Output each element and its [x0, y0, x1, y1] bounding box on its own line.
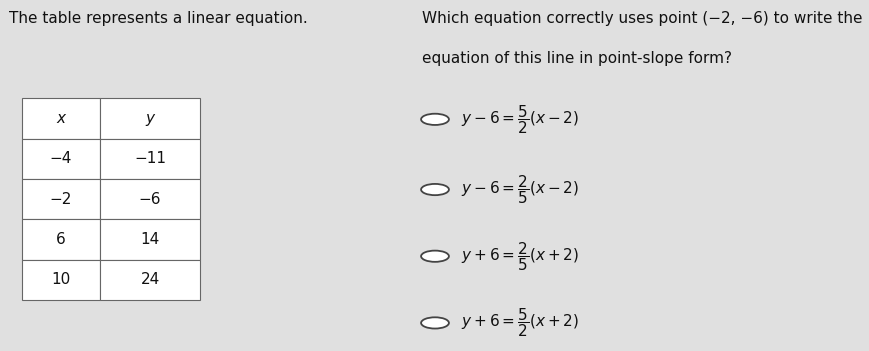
- Bar: [100, 179, 200, 219]
- Bar: [100, 219, 200, 260]
- Bar: [100, 260, 200, 300]
- Text: $y-6=\dfrac{5}{2}(x-2)$: $y-6=\dfrac{5}{2}(x-2)$: [461, 103, 579, 136]
- Text: −2: −2: [50, 192, 72, 207]
- Text: $y+6=\dfrac{5}{2}(x+2)$: $y+6=\dfrac{5}{2}(x+2)$: [461, 306, 579, 339]
- Text: equation of this line in point-slope form?: equation of this line in point-slope for…: [421, 51, 731, 66]
- Text: 6: 6: [56, 232, 66, 247]
- Text: Which equation correctly uses point (−2, −6) to write the: Which equation correctly uses point (−2,…: [421, 11, 861, 26]
- Text: x: x: [56, 111, 65, 126]
- Text: 10: 10: [51, 272, 70, 287]
- Bar: [22, 179, 100, 219]
- Bar: [22, 98, 100, 139]
- Bar: [100, 139, 200, 179]
- Circle shape: [421, 184, 448, 195]
- Bar: [22, 139, 100, 179]
- Circle shape: [421, 114, 448, 125]
- Text: 24: 24: [140, 272, 160, 287]
- Text: y: y: [145, 111, 155, 126]
- Text: The table represents a linear equation.: The table represents a linear equation.: [9, 11, 307, 26]
- Text: $y+6=\dfrac{2}{5}(x+2)$: $y+6=\dfrac{2}{5}(x+2)$: [461, 240, 579, 273]
- Circle shape: [421, 317, 448, 329]
- Text: $y-6=\dfrac{2}{5}(x-2)$: $y-6=\dfrac{2}{5}(x-2)$: [461, 173, 579, 206]
- Bar: [22, 260, 100, 300]
- Circle shape: [421, 251, 448, 262]
- Text: −4: −4: [50, 151, 72, 166]
- Text: −6: −6: [139, 192, 161, 207]
- Bar: [100, 98, 200, 139]
- Bar: [22, 219, 100, 260]
- Text: −11: −11: [134, 151, 166, 166]
- Text: 14: 14: [140, 232, 160, 247]
